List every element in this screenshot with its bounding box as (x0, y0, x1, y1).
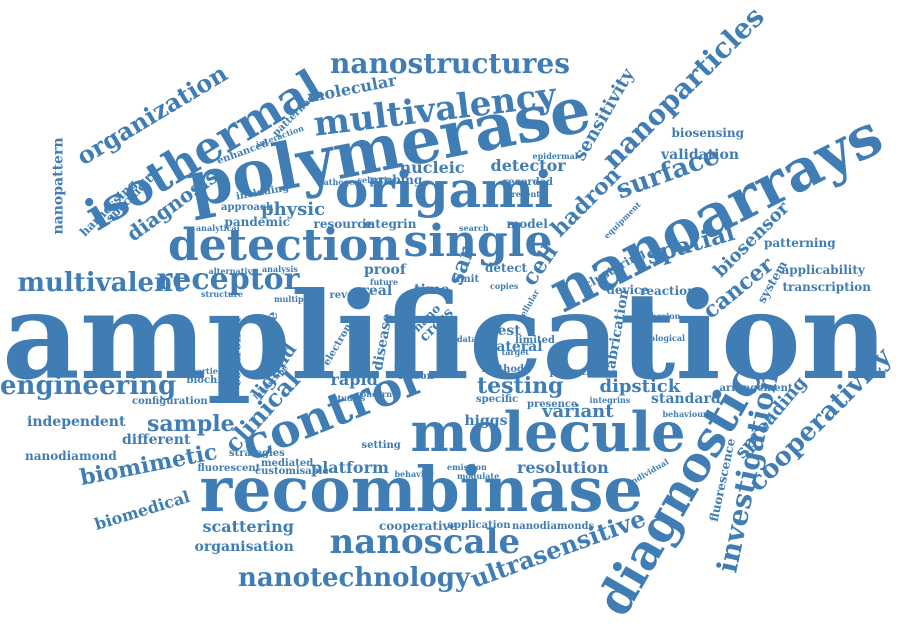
word-alternative: alternative (208, 266, 258, 276)
word-specific: specific (476, 394, 519, 405)
word-applicability: applicability (781, 263, 865, 277)
word-mediated: mediated (261, 458, 314, 469)
word-target: target (501, 347, 529, 357)
word-approach: approach (221, 202, 274, 213)
word-studies: studies (333, 393, 366, 403)
word-limited: limited (515, 335, 555, 346)
word-biosensing: biosensing (671, 126, 745, 140)
word-analytical: analytical (196, 223, 240, 233)
word-probing: probing (369, 173, 423, 187)
word-rapid: rapid (330, 370, 378, 389)
word-variant: variant (542, 401, 614, 422)
word-test: test (491, 323, 521, 339)
word-standard: standard (651, 391, 721, 407)
word-nucleic: nucleic (399, 158, 465, 177)
word-nanodiamonds: nanodiamonds (512, 521, 595, 532)
word-scattering: scattering (202, 517, 294, 536)
word-single: single (403, 216, 553, 267)
word-biomedical: biomedical (91, 487, 192, 535)
word-data: data (457, 334, 477, 344)
word-search: search (459, 223, 489, 233)
word-recorded: recorded (503, 177, 554, 188)
word-concern: concern (356, 389, 393, 399)
word-reaction: reaction (640, 284, 696, 298)
word-strategies: strategies (229, 448, 285, 459)
word-nanotechnology: nanotechnology (238, 563, 471, 593)
word-organisation: organisation (194, 539, 294, 555)
word-presence: presence (527, 399, 578, 410)
word-method: method (481, 364, 525, 375)
word-copies: copies (490, 281, 519, 291)
word-behaviour: behaviour (662, 409, 708, 419)
word-limit: limit (452, 274, 480, 285)
word-resolution: resolution (517, 458, 609, 477)
word-proof: proof (364, 262, 406, 278)
word-selective: selective (357, 175, 397, 185)
word-customisable: customisable (255, 466, 329, 477)
word-dipstick: dipstick (599, 376, 681, 397)
word-potential: potential (549, 367, 601, 378)
word-nanodiamond: nanodiamond (25, 449, 117, 463)
word-emission: emission (447, 462, 487, 472)
word-real: real (361, 283, 393, 299)
word-nanoscale: nanoscale (329, 522, 521, 562)
word-different: different (122, 432, 191, 448)
word-device: device (606, 283, 650, 297)
word-present: present (506, 189, 541, 199)
word-multivalent: multivalent (17, 268, 185, 298)
word-application: application (447, 520, 511, 531)
word-validation: validation (661, 147, 740, 163)
word-fluorescent: fluorescent (197, 463, 261, 474)
word-detection: detection (168, 220, 401, 271)
word-testing: testing (477, 373, 564, 399)
word-engineering: engineering (0, 371, 177, 401)
word-structure: structure (201, 289, 243, 299)
word-future: future (370, 277, 399, 287)
word-pandemic: pandemic (224, 215, 290, 229)
word-detect: detect (485, 261, 528, 275)
word-recombinase: recombinase (199, 453, 643, 526)
word-time: time (414, 282, 450, 298)
word-receptor: receptor (156, 262, 300, 297)
word-reverse: reverse (329, 290, 371, 301)
word-model: model (506, 217, 548, 231)
word-behavior: behavior (394, 469, 434, 479)
word-lesson: lesson (398, 371, 434, 382)
word-setting: setting (361, 440, 401, 451)
word-lateral: lateral (491, 339, 543, 355)
word-epidermal: epidermal (532, 151, 578, 161)
word-properties: properties (176, 366, 223, 376)
word-modulate: modulate (457, 471, 500, 481)
word-physic: physic (261, 199, 326, 220)
word-higgs: higgs (464, 413, 508, 429)
word-cooperative: cooperative (379, 519, 458, 533)
word-amplification: amplification (2, 266, 889, 407)
word-biochips: biochips (186, 375, 234, 386)
word-sample: sample (147, 411, 235, 437)
word-patterning: patterning (764, 236, 836, 250)
word-nanostructures: nanostructures (330, 47, 571, 80)
word-arrangement: arrangement (719, 383, 793, 394)
word-integrins: integrins (589, 395, 631, 405)
word-multiple: multiple (274, 294, 312, 304)
word-resource: resource (313, 217, 373, 231)
word-pathogen: pathogen (318, 177, 361, 187)
word-molecule: molecule (410, 400, 686, 464)
word-nanopattern: nanopattern (50, 137, 67, 235)
word-detector: detector (490, 156, 566, 175)
word-analysis: analysis (262, 264, 298, 274)
word-origami: origami (335, 160, 553, 219)
word-integrin: integrin (362, 217, 417, 231)
word-transcription: transcription (782, 280, 872, 294)
word-platform: platform (311, 458, 389, 477)
word-independent: independent (27, 414, 126, 430)
word-biological: biological (641, 333, 686, 343)
word-adhesion: adhesion (640, 311, 681, 321)
word-configuration: configuration (132, 396, 208, 407)
